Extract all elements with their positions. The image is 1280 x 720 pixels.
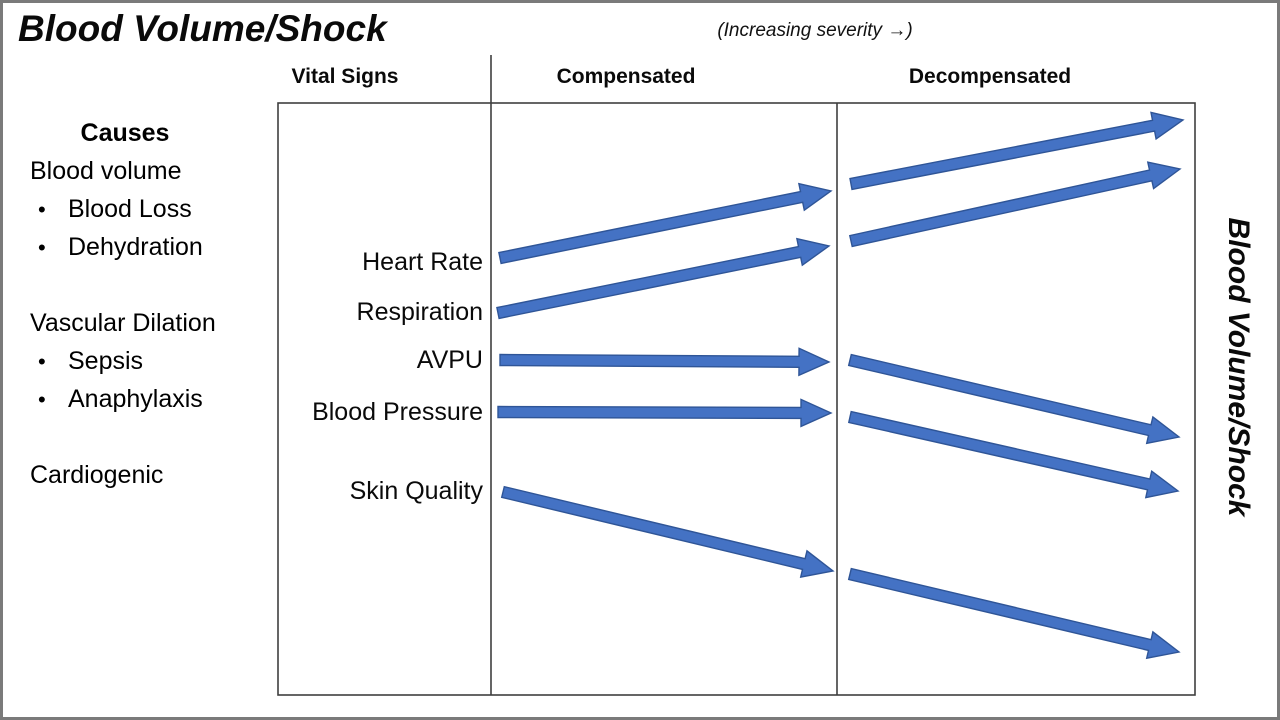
- causes-item-label: Blood Loss: [68, 195, 192, 223]
- causes-item-label: Anaphylaxis: [68, 385, 203, 413]
- causes-line-blood-loss: • Blood Loss: [30, 190, 250, 228]
- bullet-icon: •: [38, 235, 46, 260]
- column-header-compensated: Compensated: [556, 65, 696, 88]
- causes-item-label: Sepsis: [68, 347, 144, 375]
- trend-arrow-respiration-compensated: [496, 237, 831, 320]
- bullet-icon: •: [38, 349, 46, 374]
- trend-arrow-skin-quality-decompensated: [847, 567, 1181, 660]
- trend-arrow-respiration-decompensated: [848, 161, 1182, 248]
- causes-line-cardiogenic: Cardiogenic: [30, 461, 164, 489]
- causes-spacer: [30, 266, 250, 304]
- causes-line-dehydration: • Dehydration: [30, 228, 250, 266]
- trend-arrows-group: [496, 111, 1185, 660]
- vital-sign-label-respiration: Respiration: [356, 298, 483, 326]
- trend-arrow-skin-quality-compensated: [500, 485, 835, 578]
- bullet-icon: •: [38, 387, 46, 412]
- trend-arrow-avpu-decompensated: [847, 353, 1181, 445]
- trend-arrow-avpu-compensated: [499, 347, 831, 377]
- right-axis-label: Blood Volume/Shock: [1222, 217, 1255, 517]
- vital-sign-label-heart-rate: Heart Rate: [362, 248, 483, 276]
- causes-line-anaphylaxis: • Anaphylaxis: [30, 380, 250, 418]
- vital-sign-label-blood-pressure: Blood Pressure: [312, 398, 483, 426]
- trend-arrow-heart-rate-compensated: [498, 182, 833, 265]
- trend-arrow-heart-rate-decompensated: [849, 111, 1185, 191]
- severity-note: (Increasing severity →): [717, 20, 913, 41]
- causes-line-sepsis: • Sepsis: [30, 342, 250, 380]
- causes-heading: Causes: [80, 119, 170, 147]
- page-title: Blood Volume/Shock: [18, 8, 387, 49]
- column-header-vital-signs: Vital Signs: [291, 65, 399, 88]
- vital-sign-label-skin-quality: Skin Quality: [349, 477, 483, 505]
- causes-line-blood-volume: Blood volume: [30, 157, 182, 185]
- vital-sign-label-avpu: AVPU: [416, 346, 483, 374]
- trend-arrow-blood-pressure-compensated: [497, 398, 833, 428]
- bullet-icon: •: [38, 197, 46, 222]
- causes-item-label: Dehydration: [68, 233, 203, 261]
- trend-arrow-blood-pressure-decompensated: [847, 410, 1180, 499]
- column-header-decompensated: Decompensated: [908, 65, 1072, 88]
- causes-list: Blood volume • Blood Loss • Dehydration Vascu…: [30, 152, 250, 494]
- causes-line-vascular-dilation: Vascular Dilation: [30, 309, 216, 337]
- causes-panel: Causes Blood volume • Blood Loss • Dehydrati…: [30, 114, 250, 494]
- causes-spacer: [30, 418, 250, 456]
